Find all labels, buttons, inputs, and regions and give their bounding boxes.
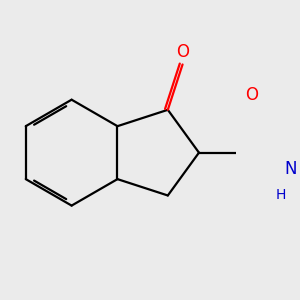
- Text: O: O: [245, 86, 258, 104]
- Text: N: N: [285, 160, 297, 178]
- Text: H: H: [276, 188, 286, 202]
- Text: O: O: [176, 43, 189, 61]
